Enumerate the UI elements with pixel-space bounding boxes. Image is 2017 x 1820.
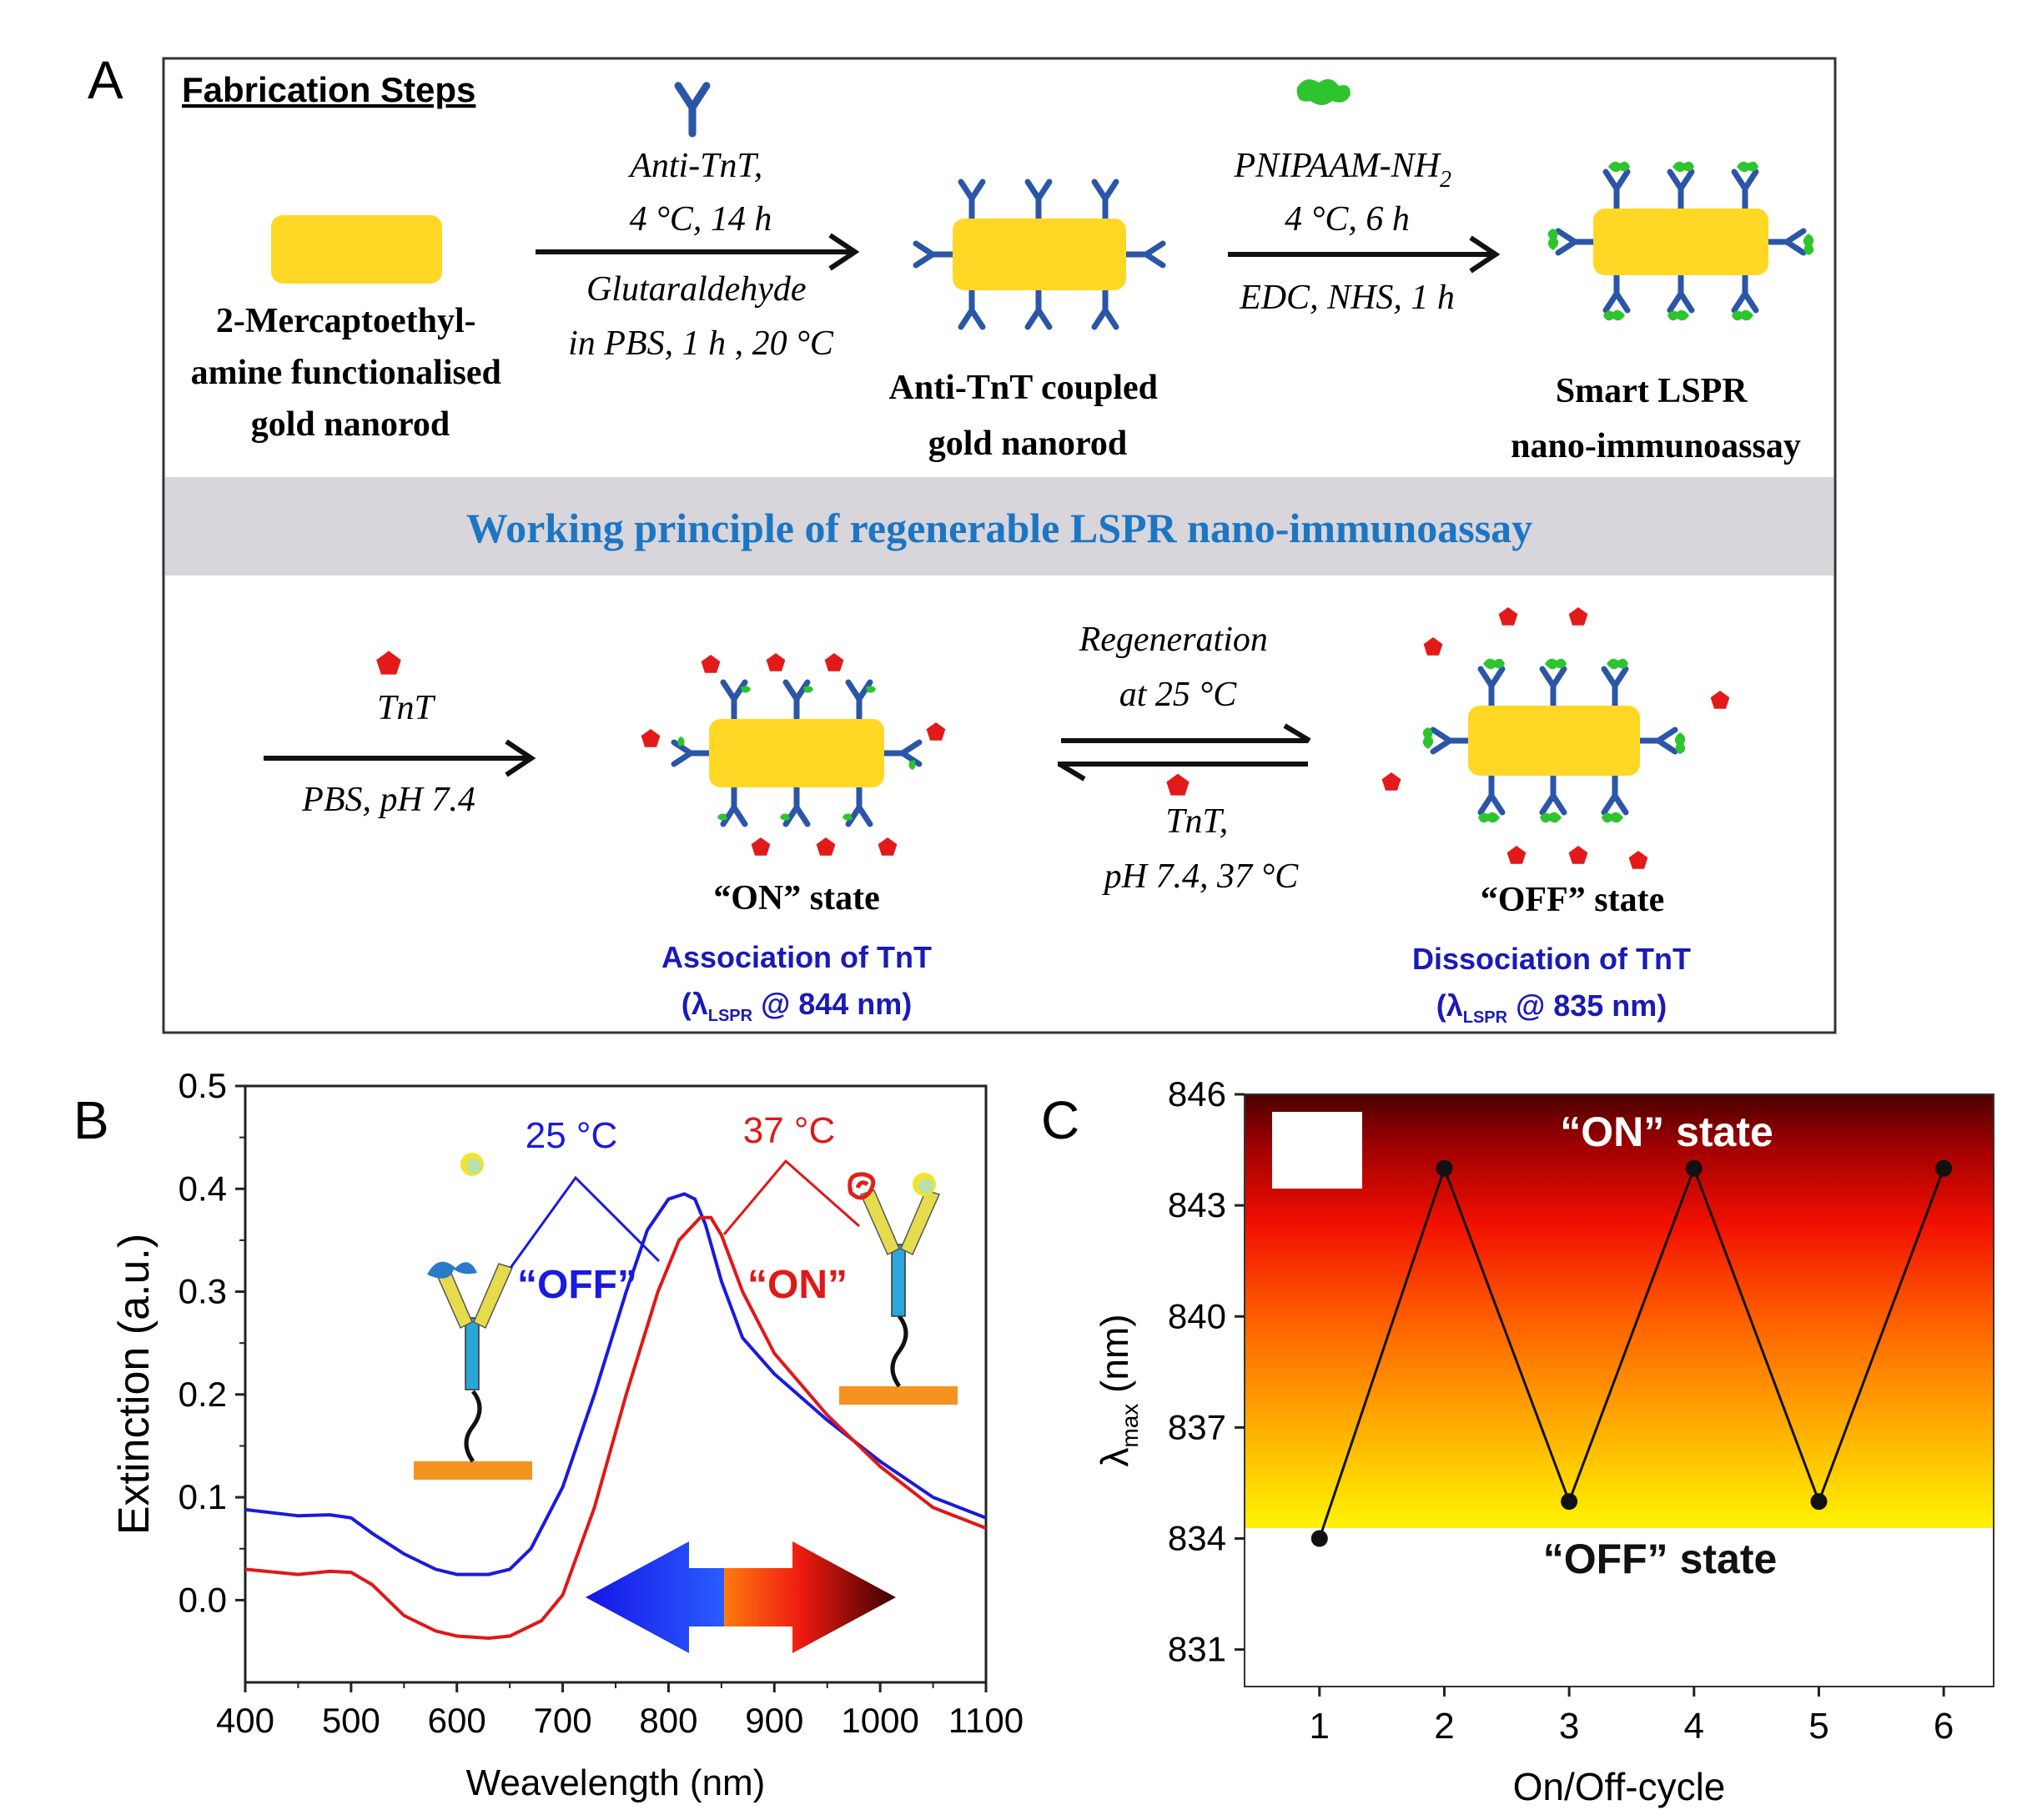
anti-tnt-coupled-nanorod — [916, 182, 1163, 327]
cycle-point — [1935, 1159, 1953, 1177]
x-tick-label: 500 — [322, 1701, 380, 1740]
y-tick-label: 0.1 — [179, 1477, 227, 1516]
on-state-caption: Association of TnT — [661, 940, 932, 974]
y-tick-label: 837 — [1168, 1407, 1226, 1446]
step1-arrow — [536, 233, 860, 271]
antibody-off-inset — [414, 1153, 532, 1480]
x-tick-label: 700 — [534, 1701, 592, 1740]
y-tick-label: 0.2 — [179, 1375, 227, 1414]
y-tick-label: 846 — [1168, 1074, 1226, 1114]
gold-nanorod-1 — [271, 215, 442, 284]
y-tick-label: 843 — [1168, 1185, 1226, 1224]
nanorod-2-label: Anti-TnT coupled gold nanorod — [889, 369, 1167, 463]
tnt-pentagon-icon — [376, 651, 401, 675]
x-tick-label: 2 — [1434, 1706, 1454, 1747]
x-axis-label: On/Off-cycle — [1513, 1765, 1726, 1808]
cycle-chart: “ON” state “OFF” state 1 2 3 4 5 6 831 834 837 84… — [1093, 1074, 1994, 1808]
step3-conditions: PBS, pH 7.4 — [301, 781, 475, 819]
step2-arrow — [1228, 235, 1501, 274]
step3-reagent: TnT — [377, 689, 435, 727]
x-tick-label: 600 — [428, 1701, 486, 1740]
cycle-point — [1310, 1530, 1328, 1547]
off-state-caption: Dissociation of TnT — [1412, 942, 1691, 976]
on-label: “ON” — [747, 1263, 848, 1307]
legend-box — [1272, 1112, 1362, 1189]
regeneration-conditions: Regeneration at 25 °C — [1079, 621, 1277, 714]
red-callout-line — [722, 1159, 860, 1235]
step2-conditions-above: PNIPAAM-NH2 4 °C, 6 h — [1233, 147, 1460, 239]
x-axis-label: Weavelength (nm) — [466, 1762, 766, 1803]
temp-25-label: 25 °C — [526, 1115, 618, 1156]
spectrum-chart: 25 °C 37 °C “OFF” “ON” 400 500 600 700 800 90… — [110, 1066, 1024, 1803]
rebinding-conditions: TnT, pH 7.4, 37 °C — [1102, 802, 1300, 896]
x-tick-label: 6 — [1934, 1706, 1954, 1747]
off-state-lspr: (λLSPR @ 835 nm) — [1436, 988, 1667, 1027]
cycle-point — [1436, 1159, 1453, 1177]
step1-conditions-above: Anti-TnT, 4 °C, 14 h — [627, 147, 772, 239]
panel-b-letter: B — [73, 1090, 109, 1150]
x-tick-label: 4 — [1684, 1706, 1704, 1747]
spectrum-line-1 — [244, 1215, 987, 1641]
off-state-nanorod — [1381, 607, 1730, 869]
fabrication-steps-title: Fabrication Steps — [182, 70, 475, 109]
cycle-point — [1561, 1493, 1578, 1511]
cycle-plot-frame — [1244, 1094, 1994, 1687]
x-tick-label: 3 — [1559, 1706, 1579, 1747]
step2-conditions-below: EDC, NHS, 1 h — [1239, 279, 1455, 317]
blue-shift-arrow — [586, 1541, 724, 1653]
panel-a-frame — [162, 57, 1837, 1034]
working-principle-title: Working principle of regenerable LSPR na… — [466, 505, 1532, 551]
on-state-region-label: “ON” state — [1560, 1109, 1773, 1155]
smart-lspr-nanorod — [1548, 162, 1814, 321]
nanorod-1-label: 2-Mercaptoethyl- amine functionalised go… — [191, 302, 511, 444]
y-axis-label: λmax (nm) — [1093, 1314, 1143, 1466]
on-state-nanorod — [641, 653, 946, 856]
y-axis-label: Extinction (a.u.) — [110, 1234, 158, 1535]
on-state-lspr: (λLSPR @ 844 nm) — [682, 987, 913, 1025]
pnipaam-polymer-icon — [1296, 78, 1351, 105]
y-tick-label: 0.4 — [179, 1169, 227, 1208]
x-tick-label: 1 — [1310, 1706, 1330, 1747]
off-state-label: “OFF” state — [1481, 881, 1664, 919]
equilibrium-arrows — [1058, 723, 1311, 782]
blue-callout-line — [509, 1175, 661, 1269]
y-tick-label: 0.3 — [179, 1272, 227, 1311]
x-tick-label: 400 — [216, 1701, 274, 1740]
x-tick-label: 800 — [639, 1701, 697, 1740]
x-tick-label: 1100 — [948, 1701, 1024, 1740]
tnt-pentagon-icon — [1166, 773, 1190, 796]
cycle-line — [1318, 1164, 1945, 1539]
y-tick-label: 831 — [1168, 1630, 1226, 1669]
red-shift-arrow — [724, 1541, 896, 1653]
antibody-icon — [678, 86, 707, 133]
y-tick-label: 0.5 — [179, 1066, 227, 1105]
state-gradient-region — [1245, 1094, 1994, 1528]
y-tick-label: 0.0 — [179, 1580, 227, 1619]
spectrum-line-0 — [244, 1192, 987, 1576]
x-tick-label: 1000 — [841, 1701, 918, 1740]
x-tick-label: 900 — [745, 1701, 803, 1740]
y-tick-label: 834 — [1168, 1519, 1226, 1558]
x-tick-label: 5 — [1808, 1706, 1828, 1747]
temp-37-label: 37 °C — [743, 1110, 836, 1151]
cycle-point — [1685, 1159, 1703, 1177]
y-tick-label: 840 — [1168, 1296, 1226, 1335]
on-state-label: “ON” state — [713, 879, 879, 918]
off-state-region-label: “OFF” state — [1543, 1536, 1778, 1582]
cycle-point — [1810, 1493, 1828, 1511]
step1-conditions-below: Glutaraldehyde in PBS, 1 h , 20 °C — [568, 270, 834, 363]
panel-c-letter: C — [1041, 1090, 1079, 1150]
off-label: “OFF” — [517, 1263, 637, 1307]
panel-a-letter: A — [88, 50, 123, 110]
step3-arrow — [264, 739, 536, 777]
nanorod-3-label: Smart LSPR nano-immunoassay — [1511, 372, 1801, 465]
working-principle-banner — [165, 477, 1833, 576]
antibody-on-inset — [839, 1172, 958, 1405]
